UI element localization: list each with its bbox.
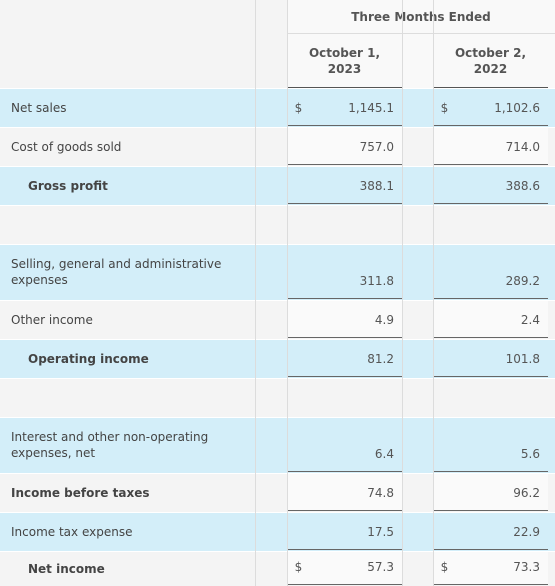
currency: $ bbox=[294, 560, 303, 574]
row-label: Income tax expense bbox=[11, 524, 133, 539]
value-cell-bg bbox=[433, 244, 548, 299]
row-rule bbox=[0, 127, 555, 128]
currency: $ bbox=[440, 560, 449, 574]
column-header: October 1, 2023 bbox=[287, 34, 402, 88]
row-rule bbox=[0, 417, 555, 418]
row-label: Operating income bbox=[28, 351, 149, 366]
row-rule bbox=[0, 378, 555, 379]
value-cell-bg bbox=[433, 88, 548, 126]
column-rule bbox=[433, 0, 434, 586]
value-cell-bg bbox=[287, 339, 402, 377]
value-cell-bg bbox=[287, 127, 402, 165]
row-label: Income before taxes bbox=[11, 485, 150, 500]
value-cell-bg bbox=[287, 88, 402, 126]
value: 311.8 bbox=[359, 274, 394, 288]
row-rule bbox=[0, 166, 555, 167]
value-cell-bg bbox=[433, 417, 548, 472]
row-rule bbox=[0, 339, 555, 340]
row-label: Cost of goods sold bbox=[11, 139, 122, 154]
value: 757.0 bbox=[359, 140, 394, 154]
value: 6.4 bbox=[374, 447, 394, 461]
value: 74.8 bbox=[367, 486, 394, 500]
value: 714.0 bbox=[505, 140, 540, 154]
value-cell-bg bbox=[287, 166, 402, 204]
value-cell-bg bbox=[433, 166, 548, 204]
value-cell-bg bbox=[433, 127, 548, 165]
row-bg bbox=[0, 205, 555, 244]
value: 1,102.6 bbox=[494, 101, 540, 115]
value-cell-bg bbox=[433, 300, 548, 338]
value-cell-bg bbox=[433, 551, 548, 585]
value: 22.9 bbox=[513, 525, 540, 539]
value-cell-bg bbox=[287, 473, 402, 511]
row-rule bbox=[0, 205, 555, 206]
value: 388.1 bbox=[359, 179, 394, 193]
row-label: Other income bbox=[11, 312, 93, 327]
row-rule bbox=[0, 88, 555, 89]
column-header-date: October 1, bbox=[308, 45, 381, 60]
column-rule bbox=[402, 0, 403, 586]
value: 101.8 bbox=[505, 352, 540, 366]
row-rule bbox=[0, 551, 555, 552]
header-bg bbox=[287, 0, 555, 88]
row-rule bbox=[0, 300, 555, 301]
row-rule bbox=[0, 512, 555, 513]
value-cell-bg bbox=[433, 339, 548, 377]
value: 96.2 bbox=[513, 486, 540, 500]
row-label: Selling, general and administrative expe… bbox=[11, 257, 222, 287]
row-rule bbox=[0, 473, 555, 474]
column-header-date: October 2, bbox=[454, 45, 527, 60]
value-cell-bg bbox=[433, 473, 548, 511]
header-rule bbox=[287, 33, 555, 34]
value-cell-bg bbox=[287, 300, 402, 338]
row-rule bbox=[0, 244, 555, 245]
row-label: Interest and other non-operating expense… bbox=[11, 430, 209, 460]
currency: $ bbox=[440, 101, 449, 115]
currency: $ bbox=[294, 101, 303, 115]
value: 81.2 bbox=[367, 352, 394, 366]
value-cell-bg bbox=[287, 551, 402, 585]
value: 388.6 bbox=[505, 179, 540, 193]
column-header-year: 2023 bbox=[327, 61, 362, 76]
value: 5.6 bbox=[520, 447, 540, 461]
value: 2.4 bbox=[520, 313, 540, 327]
row-bg bbox=[0, 378, 555, 417]
column-header: October 2, 2022 bbox=[433, 34, 548, 88]
column-header-year: 2022 bbox=[473, 61, 508, 76]
value: 73.3 bbox=[513, 560, 540, 574]
value: 4.9 bbox=[374, 313, 394, 327]
value: 17.5 bbox=[367, 525, 394, 539]
column-rule bbox=[255, 0, 256, 586]
column-rule bbox=[287, 0, 288, 586]
value: 1,145.1 bbox=[348, 101, 394, 115]
header-title: Three Months Ended bbox=[351, 9, 491, 24]
row-label: Net sales bbox=[11, 100, 67, 115]
value-cell-bg bbox=[433, 512, 548, 550]
row-label: Gross profit bbox=[28, 178, 108, 193]
row-label: Net income bbox=[28, 561, 105, 576]
value-cell-bg bbox=[287, 512, 402, 550]
value-cell-bg bbox=[287, 244, 402, 299]
value-cell-bg bbox=[287, 417, 402, 472]
value: 57.3 bbox=[367, 560, 394, 574]
value: 289.2 bbox=[505, 274, 540, 288]
